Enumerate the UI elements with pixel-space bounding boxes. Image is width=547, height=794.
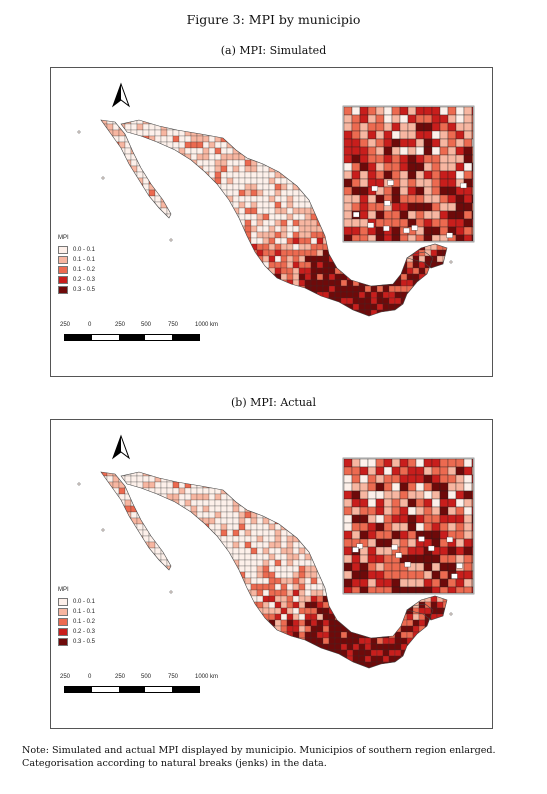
legend-label: 0.1 - 0.1: [73, 257, 96, 263]
inset-cells: [343, 106, 474, 242]
scale-tick-label: 1000 km: [195, 322, 219, 328]
legend-label: 0.2 - 0.3: [73, 629, 96, 635]
figure-note: Note: Simulated and actual MPI displayed…: [22, 745, 496, 769]
legend-swatch: [58, 276, 68, 284]
legend-swatch: [58, 608, 68, 616]
island: [169, 238, 173, 242]
legend-entry: 0.2 - 0.3: [58, 627, 95, 637]
map-simulated: [77, 82, 475, 317]
scale-tick-label: 500: [141, 322, 152, 328]
island: [169, 590, 173, 594]
legend-label: 0.1 - 0.2: [73, 619, 96, 625]
legend-swatch: [58, 628, 68, 636]
legend-entry: 0.1 - 0.2: [58, 265, 95, 275]
scale-bar: [64, 334, 200, 341]
peninsula-outline: [406, 243, 448, 269]
island: [77, 482, 81, 486]
scale-bar: [64, 686, 200, 693]
scale-tick-label: 0: [88, 674, 92, 680]
legend-label: 0.3 - 0.5: [73, 287, 96, 293]
scale-bar-simulated: 250 0 250 500 750 1000 km: [60, 322, 218, 341]
mainland-outline: [120, 471, 434, 669]
legend-simulated: MPI 0.0 - 0.1 0.1 - 0.1 0.1 - 0.2 0.2 - 0.3…: [58, 235, 95, 295]
map-actual: [77, 434, 475, 669]
scale-tick-label: 250: [115, 322, 126, 328]
legend-entry: 0.2 - 0.3: [58, 275, 95, 285]
peninsula-outline: [406, 595, 448, 621]
legend-label: 0.0 - 0.1: [73, 599, 96, 605]
mainland-outline: [120, 119, 434, 317]
legend-swatch: [58, 286, 68, 294]
legend-entry: 0.0 - 0.1: [58, 597, 95, 607]
inset-cells: [343, 458, 474, 594]
inset-southern-region: [342, 457, 475, 595]
legend-label: 0.0 - 0.1: [73, 247, 96, 253]
scale-bar-actual: 250 0 250 500 750 1000 km: [60, 674, 218, 693]
north-arrow-icon: [111, 434, 131, 460]
legend-swatch: [58, 256, 68, 264]
legend-swatch: [58, 266, 68, 274]
legend-title: MPI: [58, 235, 69, 241]
panel-a-caption: (a) MPI: Simulated: [220, 44, 327, 57]
legend-swatch: [58, 246, 68, 254]
legend-entry: 0.3 - 0.5: [58, 285, 95, 295]
legend-swatch: [58, 638, 68, 646]
legend-label: 0.1 - 0.2: [73, 267, 96, 273]
legend-label: 0.1 - 0.1: [73, 609, 96, 615]
scale-tick-label: 500: [141, 674, 152, 680]
map-panel-simulated: [50, 67, 493, 377]
scale-tick-label: 750: [168, 674, 179, 680]
panel-b-caption: (b) MPI: Actual: [230, 396, 317, 409]
legend-title: MPI: [58, 587, 69, 593]
scale-tick-label: 250: [115, 674, 126, 680]
scale-tick-label: 0: [88, 322, 92, 328]
scale-tick-label: 250: [60, 674, 71, 680]
legend-swatch: [58, 618, 68, 626]
north-arrow-icon: [111, 82, 131, 108]
island: [101, 176, 105, 180]
inset-southern-region: [342, 105, 475, 243]
figure-title: Figure 3: MPI by municipio: [186, 12, 361, 27]
legend-label: 0.2 - 0.3: [73, 277, 96, 283]
island: [449, 260, 453, 264]
legend-entry: 0.0 - 0.1: [58, 245, 95, 255]
legend-swatch: [58, 598, 68, 606]
scale-tick-label: 1000 km: [195, 674, 219, 680]
baja-outline: [100, 471, 172, 571]
legend-entry: 0.3 - 0.5: [58, 637, 95, 647]
legend-entry: 0.1 - 0.1: [58, 607, 95, 617]
legend-actual: MPI 0.0 - 0.1 0.1 - 0.1 0.1 - 0.2 0.2 - 0.3…: [58, 587, 95, 647]
legend-entry: 0.1 - 0.1: [58, 255, 95, 265]
baja-outline: [100, 119, 172, 219]
island: [77, 130, 81, 134]
island: [101, 528, 105, 532]
scale-tick-label: 250: [60, 322, 71, 328]
island: [449, 612, 453, 616]
map-panel-actual: [50, 419, 493, 729]
scale-tick-label: 750: [168, 322, 179, 328]
legend-label: 0.3 - 0.5: [73, 639, 96, 645]
legend-entry: 0.1 - 0.2: [58, 617, 95, 627]
